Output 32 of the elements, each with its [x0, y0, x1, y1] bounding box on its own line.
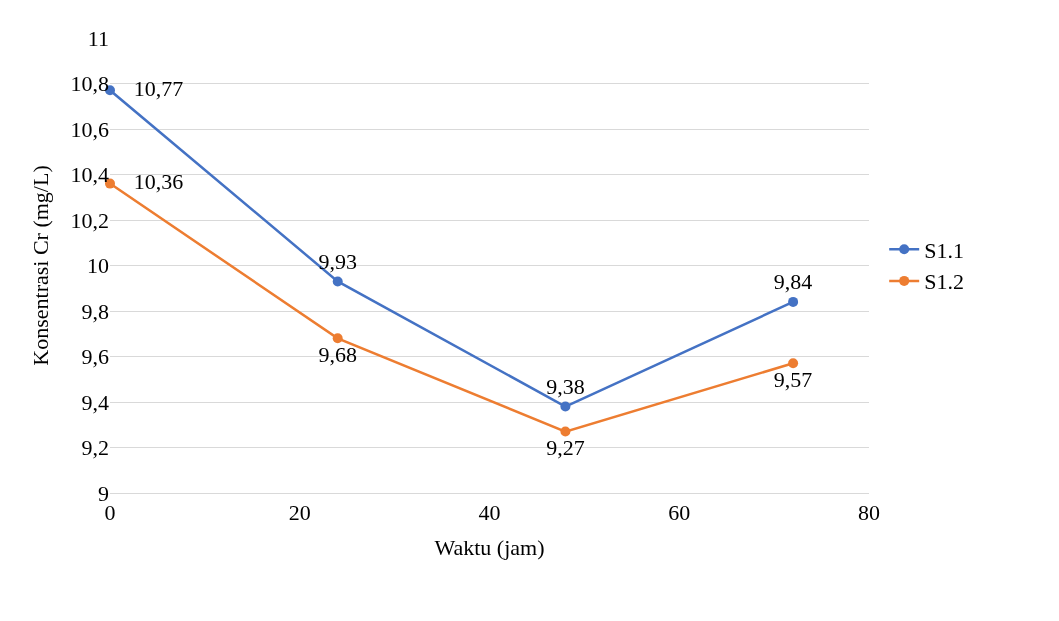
- y-tick-label: 10,4: [70, 162, 109, 188]
- data-label: 9,68: [318, 342, 357, 368]
- x-tick-label: 40: [478, 500, 501, 526]
- data-label: 9,38: [546, 373, 585, 399]
- x-tick-label: 20: [288, 500, 311, 526]
- point: [788, 358, 799, 369]
- y-tick-label: 9,2: [81, 435, 109, 461]
- point: [332, 333, 343, 344]
- point: [560, 401, 571, 412]
- y-tick-label: 9,8: [81, 298, 109, 324]
- y-tick-label: 9,6: [81, 344, 109, 370]
- y-tick-label: 10: [87, 253, 109, 279]
- y-tick-label: 10,6: [70, 116, 109, 142]
- x-tick-label: 60: [668, 500, 691, 526]
- point: [560, 426, 571, 437]
- legend-label: S1.1: [924, 237, 964, 263]
- data-label: 10,36: [117, 169, 184, 195]
- x-tick-label: 80: [858, 500, 880, 526]
- y-tick-label: 10,2: [70, 207, 109, 233]
- y-tick-label: 9,4: [81, 389, 109, 415]
- data-label: 10,77: [117, 75, 184, 101]
- data-label: 9,93: [318, 248, 357, 274]
- y-axis-title: Konsentrasi Cr (mg/L): [28, 165, 54, 366]
- data-label: 9,57: [773, 367, 813, 393]
- point: [332, 276, 343, 287]
- y-tick-label: 10,8: [70, 71, 109, 97]
- legend-label: S1.2: [924, 269, 964, 295]
- y-tick-label: 11: [87, 25, 109, 51]
- data-label: 9,84: [773, 269, 813, 295]
- point: [788, 296, 799, 307]
- data-label: 9,27: [546, 435, 585, 461]
- x-axis-title: Waktu (jam): [434, 535, 545, 561]
